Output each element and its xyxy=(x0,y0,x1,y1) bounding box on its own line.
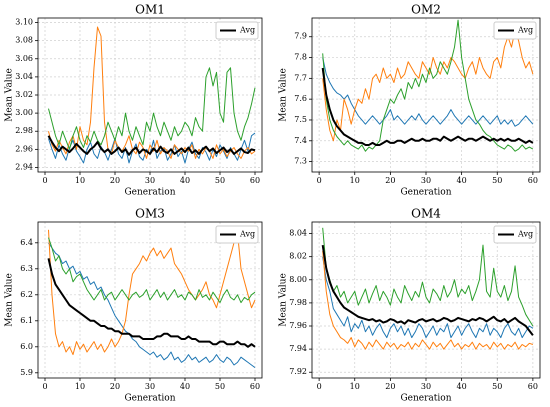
y-tick-label: 8.02 xyxy=(289,252,307,261)
x-tick-label: 50 xyxy=(492,382,502,391)
legend-box xyxy=(493,225,537,244)
legend-label: Avg xyxy=(517,26,533,35)
y-tick-label: 6.1 xyxy=(20,316,33,325)
x-tick-label: 60 xyxy=(250,382,260,391)
y-tick-label: 2.94 xyxy=(15,162,33,171)
y-tick-label: 6.4 xyxy=(20,238,33,247)
series-line xyxy=(322,19,534,152)
x-axis-label: Generation xyxy=(124,394,175,404)
chart-title: OM1 xyxy=(135,3,165,17)
x-tick-label: 0 xyxy=(42,176,47,185)
axes-frame xyxy=(311,17,541,173)
series-line xyxy=(322,256,534,339)
y-tick-label: 7.7 xyxy=(294,73,307,82)
x-tick-label: 60 xyxy=(528,176,538,185)
y-tick-label: 7.94 xyxy=(289,344,307,353)
y-tick-label: 7.5 xyxy=(294,115,307,124)
x-tick-label: 50 xyxy=(492,176,502,185)
y-tick-label: 5.9 xyxy=(20,368,33,377)
y-tick-label: 3.04 xyxy=(15,72,33,81)
series-line xyxy=(48,26,256,159)
x-tick-label: 20 xyxy=(385,382,395,391)
y-tick-label: 7.92 xyxy=(289,367,307,376)
x-tick-label: 10 xyxy=(75,382,85,391)
y-tick-label: 7.96 xyxy=(289,321,307,330)
x-tick-label: 50 xyxy=(215,176,225,185)
y-tick-label: 2.96 xyxy=(15,144,33,153)
x-tick-label: 30 xyxy=(145,176,155,185)
x-axis-label: Generation xyxy=(400,188,451,198)
series-line xyxy=(322,227,534,327)
y-tick-label: 7.6 xyxy=(294,94,307,103)
x-tick-label: 10 xyxy=(350,176,360,185)
x-tick-label: 40 xyxy=(180,382,190,391)
x-tick-label: 50 xyxy=(215,382,225,391)
x-tick-label: 40 xyxy=(457,176,467,185)
series-line xyxy=(48,237,256,304)
y-axis-label: Mean Value xyxy=(279,68,289,122)
series-line xyxy=(48,242,256,369)
y-tick-label: 8.00 xyxy=(289,275,307,284)
legend-box xyxy=(493,21,537,40)
y-tick-label: 3.06 xyxy=(15,54,33,63)
y-tick-label: 7.9 xyxy=(294,32,307,41)
x-tick-label: 0 xyxy=(317,382,322,391)
legend-box xyxy=(215,21,259,40)
y-tick-label: 7.8 xyxy=(294,53,307,62)
x-tick-label: 0 xyxy=(317,176,322,185)
x-tick-label: 40 xyxy=(457,382,467,391)
chart-title: OM3 xyxy=(135,207,165,221)
x-tick-label: 20 xyxy=(110,382,120,391)
x-tick-label: 0 xyxy=(42,382,47,391)
x-tick-label: 60 xyxy=(528,382,538,391)
series-line xyxy=(322,29,534,142)
series-line xyxy=(321,244,534,336)
y-tick-label: 3.00 xyxy=(15,108,33,117)
x-axis-label: Generation xyxy=(400,394,451,404)
series-line xyxy=(47,135,256,156)
y-tick-label: 2.98 xyxy=(15,126,33,135)
y-tick-label: 3.08 xyxy=(15,36,33,45)
x-tick-label: 20 xyxy=(385,176,395,185)
chart-title: OM4 xyxy=(411,207,441,221)
legend-box xyxy=(215,225,259,244)
y-tick-label: 6.0 xyxy=(20,342,33,351)
x-axis-label: Generation xyxy=(124,188,175,198)
x-tick-label: 10 xyxy=(75,176,85,185)
y-tick-label: 3.10 xyxy=(15,18,33,27)
legend-label: Avg xyxy=(517,230,533,239)
y-tick-label: 7.98 xyxy=(289,298,307,307)
series-line xyxy=(322,250,534,350)
x-tick-label: 60 xyxy=(250,176,260,185)
chart-title: OM2 xyxy=(411,3,441,17)
legend-label: Avg xyxy=(239,26,255,35)
x-tick-label: 30 xyxy=(421,176,431,185)
series-line xyxy=(47,258,256,348)
y-tick-label: 7.4 xyxy=(294,136,307,145)
y-tick-label: 6.3 xyxy=(20,264,33,273)
y-axis-label: Mean Value xyxy=(5,273,15,327)
y-tick-label: 7.3 xyxy=(294,157,307,166)
x-tick-label: 40 xyxy=(180,176,190,185)
axes-frame xyxy=(37,17,263,173)
y-tick-label: 8.04 xyxy=(289,229,307,238)
series-line xyxy=(322,57,534,127)
series-line xyxy=(48,229,256,356)
x-tick-label: 10 xyxy=(350,382,360,391)
legend-label: Avg xyxy=(239,230,255,239)
axes-frame xyxy=(311,221,541,379)
series-line xyxy=(321,67,534,146)
x-tick-label: 20 xyxy=(110,176,120,185)
y-axis-label: Mean Value xyxy=(279,273,289,327)
x-tick-label: 30 xyxy=(145,382,155,391)
y-tick-label: 6.2 xyxy=(20,290,33,299)
y-tick-label: 3.02 xyxy=(15,90,33,99)
y-axis-label: Mean Value xyxy=(5,68,15,122)
x-tick-label: 30 xyxy=(421,382,431,391)
axes-frame xyxy=(37,221,263,379)
series-line xyxy=(48,67,256,150)
